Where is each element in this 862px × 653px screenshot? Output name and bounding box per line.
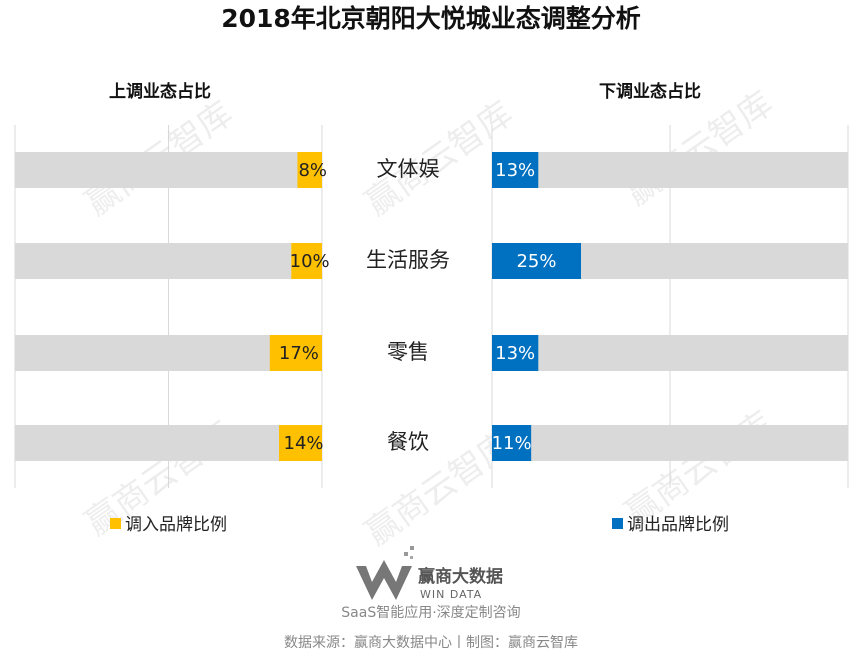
value-label: 14% <box>284 433 324 454</box>
value-label: 8% <box>298 160 327 181</box>
logo-dot <box>410 546 414 550</box>
value-label: 10% <box>290 251 330 272</box>
category-label: 餐饮 <box>387 430 429 454</box>
value-label: 13% <box>495 160 535 181</box>
bar <box>269 335 322 371</box>
category-label: 生活服务 <box>366 248 450 272</box>
bar-track <box>15 243 322 279</box>
logo-en: WIN DATA <box>420 588 482 601</box>
legend-swatch <box>110 518 121 529</box>
category-label: 文体娱 <box>377 157 440 181</box>
bar <box>492 243 581 279</box>
value-label: 13% <box>495 343 535 364</box>
bar <box>492 425 532 461</box>
logo <box>356 546 414 600</box>
source: 数据来源：赢商大数据中心丨制图：赢商云智库 <box>284 634 578 651</box>
bar <box>492 335 539 371</box>
logo-name: 赢商大数据 <box>418 566 503 587</box>
legend-label: 调入品牌比例 <box>125 515 227 535</box>
slogan: SaaS智能应用·深度定制咨询 <box>341 604 520 621</box>
logo-mark <box>356 560 412 600</box>
bar <box>492 152 539 188</box>
logo-dot <box>410 556 413 559</box>
chart-title: 2018年北京朝阳大悦城业态调整分析 <box>221 4 641 33</box>
panel-title: 上调业态占比 <box>109 81 211 102</box>
bar <box>279 425 322 461</box>
bar-track <box>492 335 848 371</box>
bar <box>297 152 322 188</box>
category-label: 零售 <box>387 340 429 364</box>
watermark: 赢商云智库 <box>618 84 780 214</box>
bar-track <box>15 425 322 461</box>
bar-track <box>15 152 322 188</box>
bar-track <box>492 425 848 461</box>
value-label: 25% <box>516 251 556 272</box>
value-label: 17% <box>279 343 319 364</box>
value-label: 11% <box>492 433 532 454</box>
panel-title: 下调业态占比 <box>599 81 701 102</box>
legend-swatch <box>612 518 623 529</box>
logo-dot <box>404 552 408 556</box>
bar <box>291 243 322 279</box>
bar-track <box>492 152 848 188</box>
legend-label: 调出品牌比例 <box>627 515 729 535</box>
